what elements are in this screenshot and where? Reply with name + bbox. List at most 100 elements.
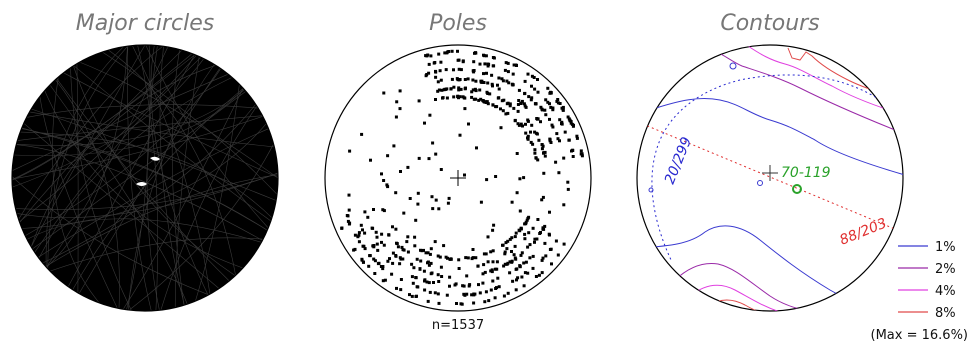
- pole-point: [516, 122, 520, 126]
- pole-point: [579, 149, 583, 153]
- pole-point: [513, 118, 517, 122]
- pole-point: [526, 136, 529, 140]
- pole-point: [417, 99, 421, 103]
- great-circle-trace: [19, 55, 197, 222]
- pole-point: [452, 95, 456, 99]
- pole-point: [474, 79, 478, 83]
- pole-point: [457, 67, 461, 71]
- pole-point: [524, 131, 528, 135]
- pole-point: [437, 207, 441, 211]
- contour-1pct-upper: [649, 97, 903, 176]
- pole-point: [458, 78, 462, 81]
- pole-point: [357, 231, 361, 235]
- pole-point: [426, 251, 430, 255]
- pole-point: [491, 228, 495, 232]
- pole-point: [444, 68, 448, 72]
- pole-point: [540, 147, 544, 151]
- center-cross: [450, 170, 466, 186]
- pole-point: [506, 61, 510, 65]
- pole-point: [381, 265, 385, 268]
- center-cross: [762, 165, 778, 181]
- pole-point: [506, 70, 510, 74]
- pole-point: [517, 88, 521, 92]
- pole-point: [433, 291, 437, 295]
- pole-point: [450, 49, 454, 53]
- major-circles-outline: [11, 44, 279, 312]
- legend-label-8pct: 8%: [935, 306, 956, 321]
- pole-point: [347, 208, 351, 212]
- pole-point: [556, 253, 560, 257]
- pole-point: [448, 284, 451, 288]
- great-circle-trace: [78, 67, 221, 294]
- pole-point: [472, 97, 476, 101]
- legend-max-label: (Max = 16.6%): [871, 328, 968, 343]
- pole-point: [482, 81, 486, 84]
- great-circle-traces: [12, 45, 278, 311]
- pole-point: [540, 258, 544, 262]
- contour-4pct-lower: [689, 284, 781, 311]
- great-circle-trace: [46, 46, 128, 268]
- pole-point: [446, 50, 450, 54]
- pole-point: [436, 89, 440, 93]
- pole-point: [438, 69, 442, 73]
- pole-point: [460, 302, 464, 306]
- pole-points: [340, 49, 584, 306]
- great-circle-trace: [21, 128, 268, 231]
- pole-point: [413, 244, 417, 248]
- pole-point: [476, 264, 480, 268]
- pole-point: [439, 60, 443, 64]
- great-circle-trace: [15, 172, 278, 210]
- pole-point: [475, 146, 478, 150]
- pole-point: [446, 201, 450, 205]
- pole-point: [461, 60, 465, 64]
- pole-point: [478, 62, 482, 66]
- pole-point: [401, 257, 405, 261]
- pole-point: [539, 105, 543, 109]
- pole-point: [489, 250, 493, 254]
- pole-point: [506, 239, 510, 243]
- pole-point: [478, 291, 482, 295]
- pole-point: [446, 256, 449, 260]
- contour-island: [729, 62, 737, 70]
- pole-point: [399, 170, 402, 173]
- pole-point: [531, 142, 535, 146]
- great-circle-trace: [122, 88, 244, 310]
- pole-point: [452, 68, 455, 72]
- pole-point: [539, 231, 542, 234]
- pole-point: [528, 243, 532, 247]
- pole-point: [519, 226, 523, 230]
- pole-point: [436, 292, 440, 296]
- pole-point: [507, 81, 511, 85]
- pole-point: [548, 139, 552, 143]
- pole-point: [445, 87, 449, 91]
- pole-point: [491, 279, 495, 283]
- pole-point: [534, 156, 538, 160]
- pole-point: [439, 168, 443, 171]
- pole-point: [558, 118, 562, 122]
- pole-point: [385, 183, 389, 187]
- pole-point: [455, 302, 458, 305]
- contour-4pct-upper: [747, 45, 896, 113]
- pole-point: [522, 176, 526, 180]
- pole-point: [486, 260, 490, 264]
- great-circle-trace: [31, 108, 277, 201]
- pole-point: [523, 222, 527, 226]
- pole-point: [497, 285, 501, 289]
- sparse-gap: [150, 156, 160, 161]
- great-circle-trace: [26, 218, 262, 243]
- pole-point: [515, 191, 519, 195]
- pole-point: [391, 251, 395, 255]
- pole-point: [439, 78, 443, 82]
- great-circle-trace: [127, 46, 152, 311]
- contour-2pct-lower: [674, 263, 816, 311]
- pole-point: [550, 262, 553, 266]
- pole-point: [457, 86, 461, 90]
- pole-point: [381, 279, 385, 283]
- great-circle-trace: [32, 91, 247, 250]
- pole-point: [569, 121, 573, 125]
- pole-point: [398, 89, 402, 93]
- pole-point: [357, 233, 361, 237]
- pole-point: [508, 271, 512, 275]
- pole-point: [575, 134, 579, 138]
- pole-point: [416, 202, 420, 206]
